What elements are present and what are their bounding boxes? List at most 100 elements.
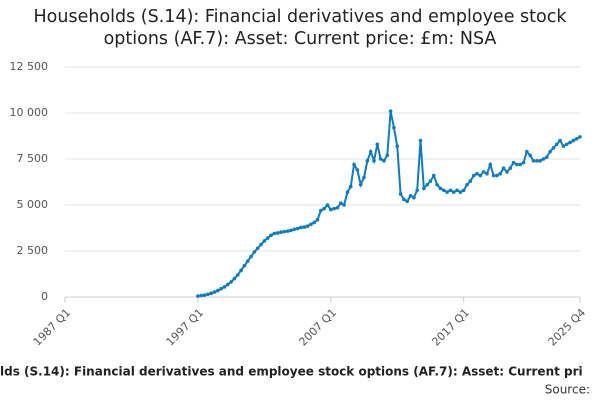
point — [368, 149, 373, 154]
point — [295, 226, 300, 231]
point — [199, 293, 204, 298]
point — [395, 144, 400, 148]
point — [432, 173, 436, 178]
point — [269, 233, 273, 238]
point — [212, 290, 217, 294]
y-tick-label: 0 — [41, 290, 48, 303]
point — [571, 138, 576, 143]
point — [388, 109, 393, 113]
y-tick-label: 7 500 — [17, 152, 49, 165]
point — [392, 125, 396, 130]
point — [206, 292, 210, 297]
point — [538, 159, 542, 163]
point — [465, 182, 469, 187]
point — [461, 188, 466, 193]
point — [441, 188, 446, 193]
point — [299, 225, 303, 230]
point — [302, 225, 307, 229]
point — [531, 159, 536, 163]
point — [362, 175, 366, 180]
line — [197, 110, 581, 298]
point — [322, 206, 326, 211]
point — [508, 166, 513, 170]
point — [355, 168, 360, 172]
point — [511, 160, 516, 165]
point — [402, 197, 406, 202]
y-tick-label: 12 500 — [10, 60, 49, 73]
point — [525, 149, 529, 154]
point — [501, 166, 506, 170]
point — [491, 173, 496, 178]
y-tick-label: 10 000 — [10, 106, 49, 119]
point — [435, 182, 439, 187]
point — [289, 228, 293, 233]
point — [242, 263, 247, 268]
point — [222, 285, 227, 289]
point — [265, 236, 270, 240]
point — [481, 170, 486, 174]
point — [305, 224, 310, 228]
point — [418, 138, 423, 143]
point — [282, 229, 287, 234]
point — [521, 160, 526, 165]
point — [458, 190, 463, 194]
point — [259, 242, 263, 247]
x-tick-label: 2007 Q1 — [297, 306, 340, 349]
point — [578, 135, 582, 139]
point — [345, 190, 350, 194]
point — [348, 184, 353, 189]
point — [455, 188, 459, 193]
point — [488, 162, 493, 167]
x-tick-label: 1997 Q1 — [164, 306, 207, 349]
point — [425, 182, 429, 187]
point — [568, 140, 572, 145]
point — [315, 217, 320, 222]
point — [498, 171, 503, 176]
point — [445, 190, 449, 194]
point — [252, 250, 257, 254]
point — [378, 157, 383, 161]
point — [292, 227, 297, 232]
point — [448, 188, 453, 193]
point — [438, 186, 443, 191]
point — [505, 170, 509, 174]
point — [515, 162, 519, 167]
point — [202, 293, 207, 297]
y-tick-label: 2 500 — [17, 244, 49, 257]
point — [382, 159, 386, 163]
point — [219, 286, 223, 291]
point — [405, 199, 410, 204]
point — [312, 220, 316, 225]
point — [408, 194, 413, 198]
point — [428, 179, 433, 183]
point — [478, 173, 483, 178]
point — [332, 206, 336, 211]
point — [365, 159, 370, 163]
point — [239, 268, 243, 273]
point — [548, 149, 552, 154]
point — [249, 254, 253, 259]
point — [235, 273, 240, 277]
point — [485, 171, 489, 176]
point — [226, 282, 230, 287]
point — [196, 294, 200, 298]
x-tick-label: 2025 Q4 — [546, 306, 589, 349]
chart-title: Households (S.14): Financial derivatives… — [33, 7, 567, 49]
point — [255, 246, 260, 251]
point — [232, 276, 237, 281]
point — [229, 280, 233, 284]
point — [385, 153, 390, 158]
point — [518, 162, 522, 167]
point — [325, 203, 330, 207]
point — [335, 205, 340, 210]
point — [551, 146, 556, 150]
point — [471, 173, 476, 178]
point — [262, 239, 267, 243]
x-tick-label: 1987 Q1 — [31, 306, 74, 349]
point — [275, 231, 280, 235]
point — [358, 182, 363, 187]
point — [272, 231, 277, 236]
point — [372, 159, 376, 163]
